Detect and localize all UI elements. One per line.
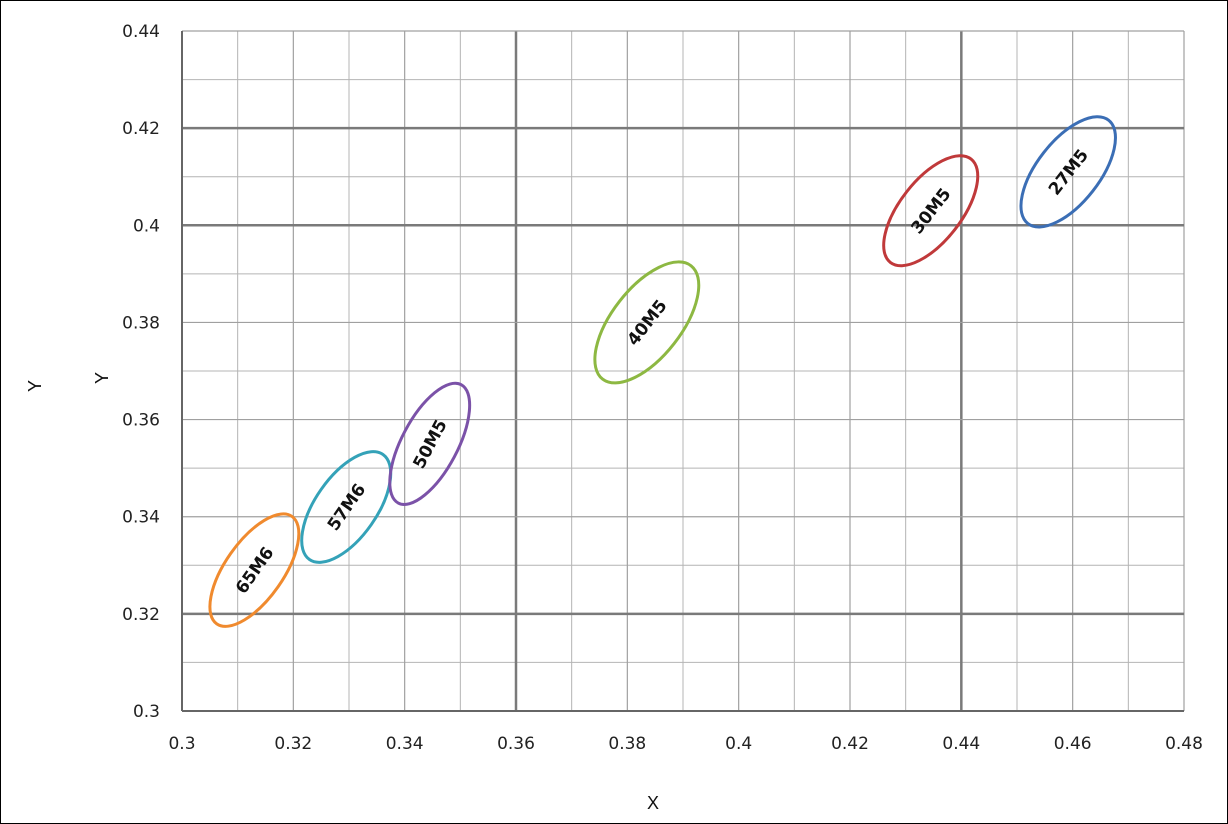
y-tick-label: 0.38 <box>122 313 160 333</box>
ellipse-30m5: 30M5 <box>882 154 980 268</box>
y-axis-title: Y <box>25 380 45 392</box>
y-tick-label: 0.42 <box>122 119 160 139</box>
plot-axes <box>181 31 1184 712</box>
y-tick-label: 0.32 <box>122 605 160 625</box>
y-tick-label: 0.34 <box>122 508 160 528</box>
ellipse-shape <box>300 450 393 564</box>
ellipse-shape <box>593 260 701 385</box>
ellipse-label: 57M6 <box>324 480 370 534</box>
y-tick-labels: 0.3 0.32 0.34 0.36 0.38 0.4 0.42 0.44 <box>122 22 160 722</box>
minor-grid <box>182 31 1184 711</box>
ellipse-shape <box>208 512 301 628</box>
ellipse-label: 30M5 <box>907 185 955 239</box>
x-tick-label: 0.38 <box>608 734 646 754</box>
x-tick-labels: 0.3 0.32 0.34 0.36 0.38 0.4 0.42 0.44 0.46 0.48 <box>168 734 1202 754</box>
x-tick-label: 0.44 <box>942 734 980 754</box>
x-tick-label: 0.48 <box>1165 734 1203 754</box>
y-axis-title-inner: Y <box>92 372 112 384</box>
x-tick-label: 0.42 <box>831 734 869 754</box>
ellipse-27m5: 27M5 <box>1019 115 1117 229</box>
y-tick-label: 0.3 <box>133 702 160 722</box>
y-tick-label: 0.44 <box>122 22 160 42</box>
ellipse-50m5: 50M5 <box>388 381 472 506</box>
ellipse-shape <box>1019 115 1117 229</box>
x-tick-label: 0.3 <box>168 734 195 754</box>
ellipse-label: 65M6 <box>232 544 278 598</box>
x-axis-title: X <box>647 793 659 813</box>
ellipse-57m6: 57M6 <box>300 450 393 564</box>
x-tick-label: 0.32 <box>274 734 312 754</box>
ellipse-label: 50M5 <box>409 416 451 472</box>
x-tick-label: 0.34 <box>386 734 424 754</box>
x-tick-label: 0.46 <box>1054 734 1092 754</box>
x-tick-label: 0.4 <box>725 734 752 754</box>
x-tick-label: 0.36 <box>497 734 535 754</box>
y-tick-label: 0.36 <box>122 411 160 431</box>
ellipse-shape <box>882 154 980 268</box>
ellipse-shape <box>388 381 472 506</box>
ellipse-label: 27M5 <box>1045 146 1093 200</box>
ellipse-65m6: 65M6 <box>208 512 301 628</box>
ellipse-label: 40M5 <box>624 296 672 350</box>
y-tick-label: 0.4 <box>133 216 160 236</box>
